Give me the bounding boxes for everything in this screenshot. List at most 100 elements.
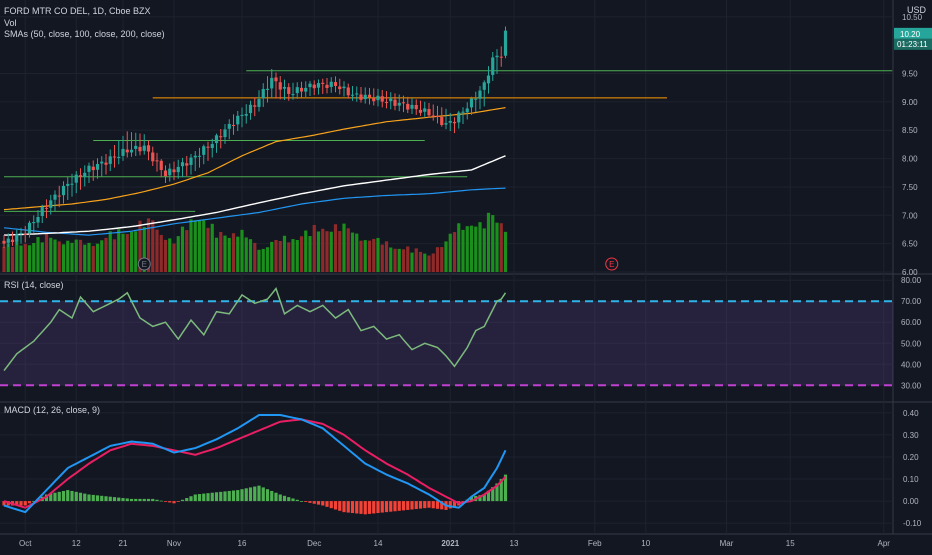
volume-bar bbox=[372, 238, 376, 272]
macd-histogram-bar bbox=[193, 494, 197, 502]
candle-body bbox=[180, 162, 185, 167]
candle-body bbox=[469, 98, 474, 108]
macd-histogram-bar bbox=[278, 494, 282, 502]
rsi-pane[interactable] bbox=[0, 287, 893, 387]
volume-bar bbox=[291, 239, 295, 272]
candle-body bbox=[431, 115, 435, 117]
candle-body bbox=[193, 155, 197, 158]
macd-histogram-bar bbox=[176, 501, 180, 502]
macd-histogram-bar bbox=[350, 501, 355, 514]
volume-bar bbox=[6, 243, 10, 272]
macd-histogram-bar bbox=[142, 498, 146, 502]
macd-histogram-bar bbox=[503, 474, 508, 502]
candle-body bbox=[108, 156, 112, 164]
macd-legend[interactable]: MACD (12, 26, close, 9) bbox=[4, 405, 101, 415]
candle-body bbox=[274, 77, 278, 82]
sma-legend[interactable]: SMAs (50, close, 100, close, 200, close) bbox=[4, 29, 165, 39]
volume-bar bbox=[57, 241, 61, 272]
volume-bar bbox=[427, 255, 431, 272]
volume-bar bbox=[274, 239, 278, 272]
candle-body bbox=[36, 217, 40, 223]
candle-body bbox=[461, 111, 465, 113]
candle-body bbox=[406, 103, 410, 110]
volume-bar bbox=[406, 246, 410, 272]
volume-bar bbox=[117, 229, 121, 272]
candle-body bbox=[78, 175, 83, 177]
candle-body bbox=[333, 82, 338, 86]
macd-histogram-bar bbox=[23, 501, 27, 506]
macd-histogram-bar bbox=[108, 496, 112, 502]
candle-body bbox=[40, 207, 44, 217]
volume-bar bbox=[27, 245, 32, 272]
vol-legend[interactable]: Vol bbox=[4, 18, 17, 28]
candle-body bbox=[257, 99, 261, 107]
volume-bar bbox=[168, 238, 172, 272]
macd-histogram-bar bbox=[146, 498, 151, 502]
volume-bar bbox=[295, 240, 299, 272]
volume-bar bbox=[376, 237, 380, 272]
volume-bar bbox=[499, 223, 503, 272]
candle-body bbox=[342, 86, 346, 89]
macd-histogram-bar bbox=[70, 490, 74, 502]
volume-bar bbox=[197, 220, 202, 272]
volume-bar bbox=[32, 242, 36, 272]
candle-body bbox=[312, 84, 316, 89]
macd-histogram-bar bbox=[440, 501, 444, 510]
macd-histogram-bar bbox=[159, 500, 163, 502]
volume-bar bbox=[163, 239, 168, 272]
macd-histogram-bar bbox=[53, 492, 57, 502]
candle-body bbox=[291, 94, 295, 96]
macd-pane[interactable] bbox=[2, 414, 508, 515]
symbol-legend[interactable]: FORD MTR CO DEL, 1D, Cboe BZX bbox=[4, 6, 151, 16]
volume-bar bbox=[193, 220, 197, 272]
candle-body bbox=[151, 152, 155, 162]
macd-histogram-bar bbox=[376, 501, 380, 514]
volume-bar bbox=[495, 222, 499, 272]
volume-bar bbox=[210, 223, 214, 272]
time-tick-label: Dec bbox=[307, 539, 321, 548]
volume-bar bbox=[423, 253, 427, 272]
price-tick-label: 10.50 bbox=[902, 13, 923, 22]
candle-body bbox=[87, 165, 91, 172]
macd-histogram-bar bbox=[342, 501, 346, 513]
macd-histogram-bar bbox=[57, 491, 61, 502]
candle-body bbox=[440, 116, 444, 125]
volume-bar bbox=[121, 233, 125, 272]
macd-histogram-bar bbox=[355, 501, 359, 514]
volume-bar bbox=[503, 231, 508, 272]
rsi-legend[interactable]: RSI (14, close) bbox=[4, 280, 64, 290]
macd-histogram-bar bbox=[223, 491, 227, 502]
macd-histogram-bar bbox=[478, 495, 482, 502]
candle-body bbox=[308, 83, 312, 88]
volume-bar bbox=[176, 236, 180, 272]
candle-body bbox=[410, 104, 414, 109]
candle-body bbox=[287, 87, 291, 94]
rsi-tick-label: 40.00 bbox=[901, 360, 922, 369]
volume-bar bbox=[440, 247, 444, 272]
volume-bar bbox=[206, 227, 210, 272]
volume-bar bbox=[282, 235, 287, 272]
signal-line bbox=[3, 418, 507, 509]
rsi-tick-label: 60.00 bbox=[901, 318, 922, 327]
macd-histogram-bar bbox=[312, 501, 316, 504]
time-tick-label: Apr bbox=[878, 539, 891, 548]
candle-body bbox=[74, 174, 78, 183]
candle-body bbox=[435, 115, 440, 117]
macd-histogram-bar bbox=[91, 494, 95, 502]
volume-bar bbox=[129, 231, 134, 272]
candle-body bbox=[491, 57, 495, 75]
volume-bar bbox=[53, 239, 57, 272]
volume-bar bbox=[202, 220, 206, 272]
candle-body bbox=[253, 105, 257, 107]
candle-body bbox=[265, 88, 270, 90]
macd-histogram-bar bbox=[66, 490, 70, 502]
rsi-line bbox=[3, 287, 507, 372]
volume-bar bbox=[244, 237, 248, 272]
volume-bar bbox=[299, 236, 304, 272]
macd-histogram-bar bbox=[138, 498, 142, 502]
time-tick-label: 16 bbox=[238, 539, 247, 548]
axes-layer: 10.50 9.50 9.00 8.50 8.00 7.50 7.00 6.50 6.00 10.… bbox=[19, 13, 932, 548]
candle-body bbox=[112, 156, 117, 158]
